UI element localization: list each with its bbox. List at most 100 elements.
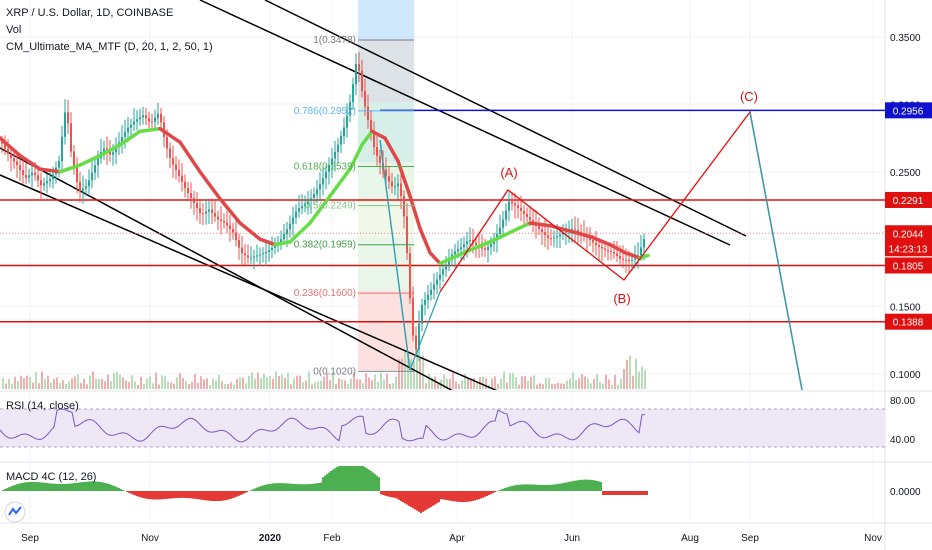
volume-bar bbox=[641, 366, 643, 389]
time-axis-tick: Sep bbox=[21, 533, 39, 544]
volume-bar bbox=[62, 380, 64, 389]
candle-body bbox=[109, 151, 111, 155]
candle-body bbox=[184, 181, 186, 188]
candle-body bbox=[238, 240, 240, 248]
macd-bar bbox=[510, 486, 512, 491]
candle-body bbox=[133, 121, 135, 125]
volume-bar bbox=[137, 384, 139, 389]
lower-channel-line-1[interactable] bbox=[0, 147, 455, 392]
macd-bar bbox=[184, 491, 186, 498]
macd-bar bbox=[88, 481, 90, 491]
candle-body bbox=[517, 205, 519, 208]
candle-body bbox=[544, 232, 546, 236]
price-axis-tick: 0.1500 bbox=[890, 303, 921, 314]
macd-bar bbox=[40, 482, 42, 491]
volume-bar bbox=[290, 384, 292, 389]
macd-bar bbox=[284, 483, 286, 491]
volume-bar bbox=[161, 375, 163, 389]
ma-segment bbox=[198, 170, 222, 201]
fib-level-label: 0.382(0.1959) bbox=[294, 240, 356, 251]
candle-body bbox=[43, 183, 45, 186]
volume-bar bbox=[617, 384, 619, 389]
upper-channel-line-1[interactable] bbox=[199, 0, 731, 246]
candle-body bbox=[361, 70, 363, 91]
tradingview-logo[interactable] bbox=[4, 501, 26, 523]
time-axis-tick: Feb bbox=[323, 533, 341, 544]
candle-body bbox=[448, 259, 450, 265]
macd-bar bbox=[112, 485, 114, 491]
elliott-wave-drawing[interactable] bbox=[379, 110, 803, 390]
volume-bar bbox=[329, 380, 331, 389]
ma-segment bbox=[238, 221, 262, 241]
rsi-pane bbox=[0, 408, 885, 448]
macd-bar bbox=[204, 491, 206, 501]
volume-bar bbox=[233, 384, 235, 389]
macd-bar bbox=[644, 491, 646, 495]
macd-bar bbox=[386, 491, 388, 497]
candle-body bbox=[346, 115, 348, 128]
candle-body bbox=[76, 166, 78, 182]
macd-bar bbox=[506, 487, 508, 491]
candle-body bbox=[244, 253, 246, 256]
volume-bar bbox=[287, 372, 289, 389]
fib-diagonal-2 bbox=[409, 291, 441, 371]
ma-segment bbox=[548, 223, 572, 233]
candle-body bbox=[232, 228, 234, 233]
macd-bar bbox=[132, 491, 134, 495]
macd-bar bbox=[458, 491, 460, 502]
macd-bar bbox=[480, 491, 482, 499]
candle-body bbox=[316, 189, 318, 195]
candle-body bbox=[589, 237, 591, 241]
channel-lines[interactable] bbox=[0, 0, 747, 392]
candle-body bbox=[25, 175, 27, 178]
macd-bar bbox=[344, 466, 346, 491]
volume-bar bbox=[344, 380, 346, 389]
lower-channel-line-2[interactable] bbox=[0, 174, 500, 392]
macd-bar bbox=[424, 491, 426, 511]
ma-segment bbox=[288, 221, 312, 244]
volume-bar bbox=[215, 380, 217, 389]
candle-body bbox=[604, 248, 606, 250]
volume-bar bbox=[584, 376, 586, 389]
macd-bar bbox=[298, 484, 300, 491]
macd-bar bbox=[148, 491, 150, 500]
projection-line[interactable] bbox=[749, 111, 803, 390]
price-tag: 0.2044 bbox=[893, 229, 924, 240]
macd-bar bbox=[138, 491, 140, 497]
candle-body bbox=[421, 304, 423, 324]
macd-bar bbox=[428, 491, 430, 509]
macd-bar bbox=[4, 489, 6, 491]
candle-body bbox=[355, 63, 357, 85]
macd-bar bbox=[518, 484, 520, 491]
candle-body bbox=[22, 170, 24, 176]
candle-body bbox=[322, 178, 324, 185]
macd-bar bbox=[400, 491, 402, 501]
macd-bar bbox=[586, 479, 588, 491]
price-series bbox=[0, 52, 650, 361]
volume-bar bbox=[92, 371, 94, 389]
volume-bar bbox=[602, 383, 604, 389]
macd-bar bbox=[234, 491, 236, 498]
macd-bar bbox=[456, 491, 458, 502]
candle-body bbox=[520, 207, 522, 211]
upper-channel-line-2[interactable] bbox=[264, 0, 747, 237]
macd-bar bbox=[622, 491, 624, 495]
ma-segment bbox=[308, 194, 332, 225]
volume-bar bbox=[443, 374, 445, 389]
price-axis-tick: 0.1000 bbox=[890, 370, 921, 381]
macd-bar bbox=[488, 491, 490, 496]
macd-bar bbox=[252, 489, 254, 491]
price-tag-bg bbox=[885, 191, 932, 208]
candle-body bbox=[391, 181, 393, 187]
candle-body bbox=[103, 148, 105, 152]
volume-bar bbox=[632, 375, 634, 389]
volume-bar bbox=[242, 377, 244, 389]
time-axis[interactable]: Sep Nov 2020 Feb Apr Jun Aug Sep Nov bbox=[21, 533, 882, 544]
macd-bar bbox=[190, 491, 192, 499]
macd-bar bbox=[46, 483, 48, 491]
volume-bar bbox=[389, 383, 391, 389]
macd-bar bbox=[236, 491, 238, 497]
volume-bar bbox=[587, 378, 589, 389]
macd-bar bbox=[594, 480, 596, 491]
macd-bar bbox=[370, 471, 372, 491]
